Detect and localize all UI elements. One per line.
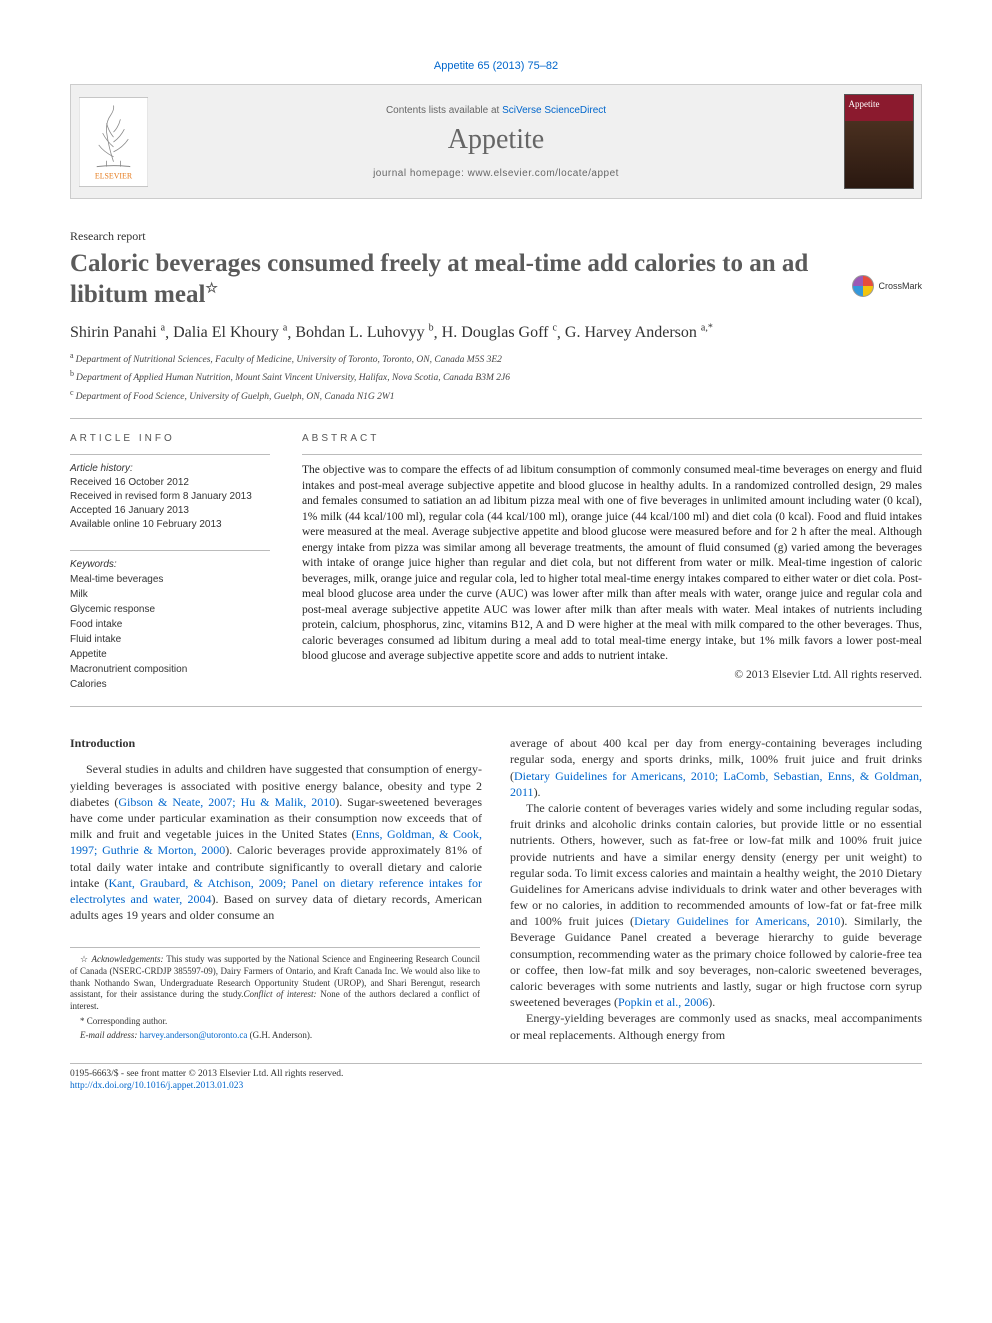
corresponding-note: * Corresponding author.	[70, 1016, 480, 1028]
sciencedirect-link[interactable]: SciVerse ScienceDirect	[502, 105, 606, 116]
body-columns: Introduction Several studies in adults a…	[70, 735, 922, 1045]
email-person: (G.H. Anderson).	[247, 1030, 312, 1040]
email-label: E-mail address:	[80, 1030, 140, 1040]
intro-paragraph: Several studies in adults and children h…	[70, 761, 482, 923]
history-list: Received 16 October 2012Received in revi…	[70, 476, 270, 532]
doi-link[interactable]: http://dx.doi.org/10.1016/j.appet.2013.0…	[70, 1081, 243, 1091]
abstract-text: The objective was to compare the effects…	[302, 463, 922, 665]
title-footnote-marker: ☆	[205, 282, 218, 297]
journal-cover: Appetite	[836, 85, 921, 198]
divider	[70, 706, 922, 707]
page-container: Appetite 65 (2013) 75–82 ELSEVIER Conten…	[0, 0, 992, 1133]
svg-text:ELSEVIER: ELSEVIER	[95, 171, 133, 180]
abstract-head: ABSTRACT	[302, 433, 922, 444]
journal-homepage: journal homepage: www.elsevier.com/locat…	[373, 168, 619, 179]
email-link[interactable]: harvey.anderson@utoronto.ca	[140, 1030, 248, 1040]
cover-thumb: Appetite	[844, 94, 914, 189]
introduction-head: Introduction	[70, 735, 482, 751]
cover-thumb-title: Appetite	[849, 99, 909, 109]
crossmark-badge[interactable]: CrossMark	[852, 275, 922, 297]
contents-line: Contents lists available at SciVerse Sci…	[386, 105, 606, 116]
footnotes: ☆ Acknowledgements: This study was suppo…	[70, 947, 480, 1042]
citation: Appetite 65 (2013) 75–82	[70, 60, 922, 72]
footer-line1: 0195-6663/$ - see front matter © 2013 El…	[70, 1068, 922, 1080]
body-paragraph: Energy-yielding beverages are commonly u…	[510, 1010, 922, 1042]
divider	[70, 550, 270, 551]
info-head: ARTICLE INFO	[70, 433, 270, 444]
copyright: © 2013 Elsevier Ltd. All rights reserved…	[302, 669, 922, 681]
abstract: ABSTRACT The objective was to compare th…	[302, 433, 922, 692]
info-abstract-row: ARTICLE INFO Article history: Received 1…	[70, 433, 922, 692]
article-title: Caloric beverages consumed freely at mea…	[70, 248, 810, 311]
authors: Shirin Panahi a, Dalia El Khoury a, Bohd…	[70, 323, 922, 342]
crossmark-label: CrossMark	[878, 281, 922, 291]
affiliations: a Department of Nutritional Sciences, Fa…	[70, 350, 922, 404]
publisher-logo: ELSEVIER	[71, 85, 156, 198]
body-right-column: average of about 400 kcal per day from e…	[510, 735, 922, 1045]
crossmark-icon	[852, 275, 874, 297]
divider	[302, 454, 922, 455]
email-line: E-mail address: harvey.anderson@utoronto…	[70, 1030, 480, 1042]
acknowledgements: ☆ Acknowledgements: This study was suppo…	[70, 954, 480, 1012]
body-paragraph: The calorie content of beverages varies …	[510, 800, 922, 1010]
divider	[70, 418, 922, 419]
title-row: Caloric beverages consumed freely at mea…	[70, 248, 922, 311]
page-footer: 0195-6663/$ - see front matter © 2013 El…	[70, 1063, 922, 1093]
contents-prefix: Contents lists available at	[386, 105, 502, 116]
journal-header: ELSEVIER Contents lists available at Sci…	[70, 84, 922, 199]
keywords-list: Meal-time beveragesMilkGlycemic response…	[70, 572, 270, 692]
title-text: Caloric beverages consumed freely at mea…	[70, 250, 808, 308]
history-head: Article history:	[70, 463, 270, 474]
header-center: Contents lists available at SciVerse Sci…	[156, 85, 836, 198]
article-type: Research report	[70, 229, 922, 244]
keywords-head: Keywords:	[70, 559, 270, 570]
article-info: ARTICLE INFO Article history: Received 1…	[70, 433, 270, 692]
journal-name: Appetite	[448, 124, 544, 156]
divider	[70, 454, 270, 455]
body-paragraph: average of about 400 kcal per day from e…	[510, 735, 922, 800]
body-left-column: Introduction Several studies in adults a…	[70, 735, 482, 1045]
